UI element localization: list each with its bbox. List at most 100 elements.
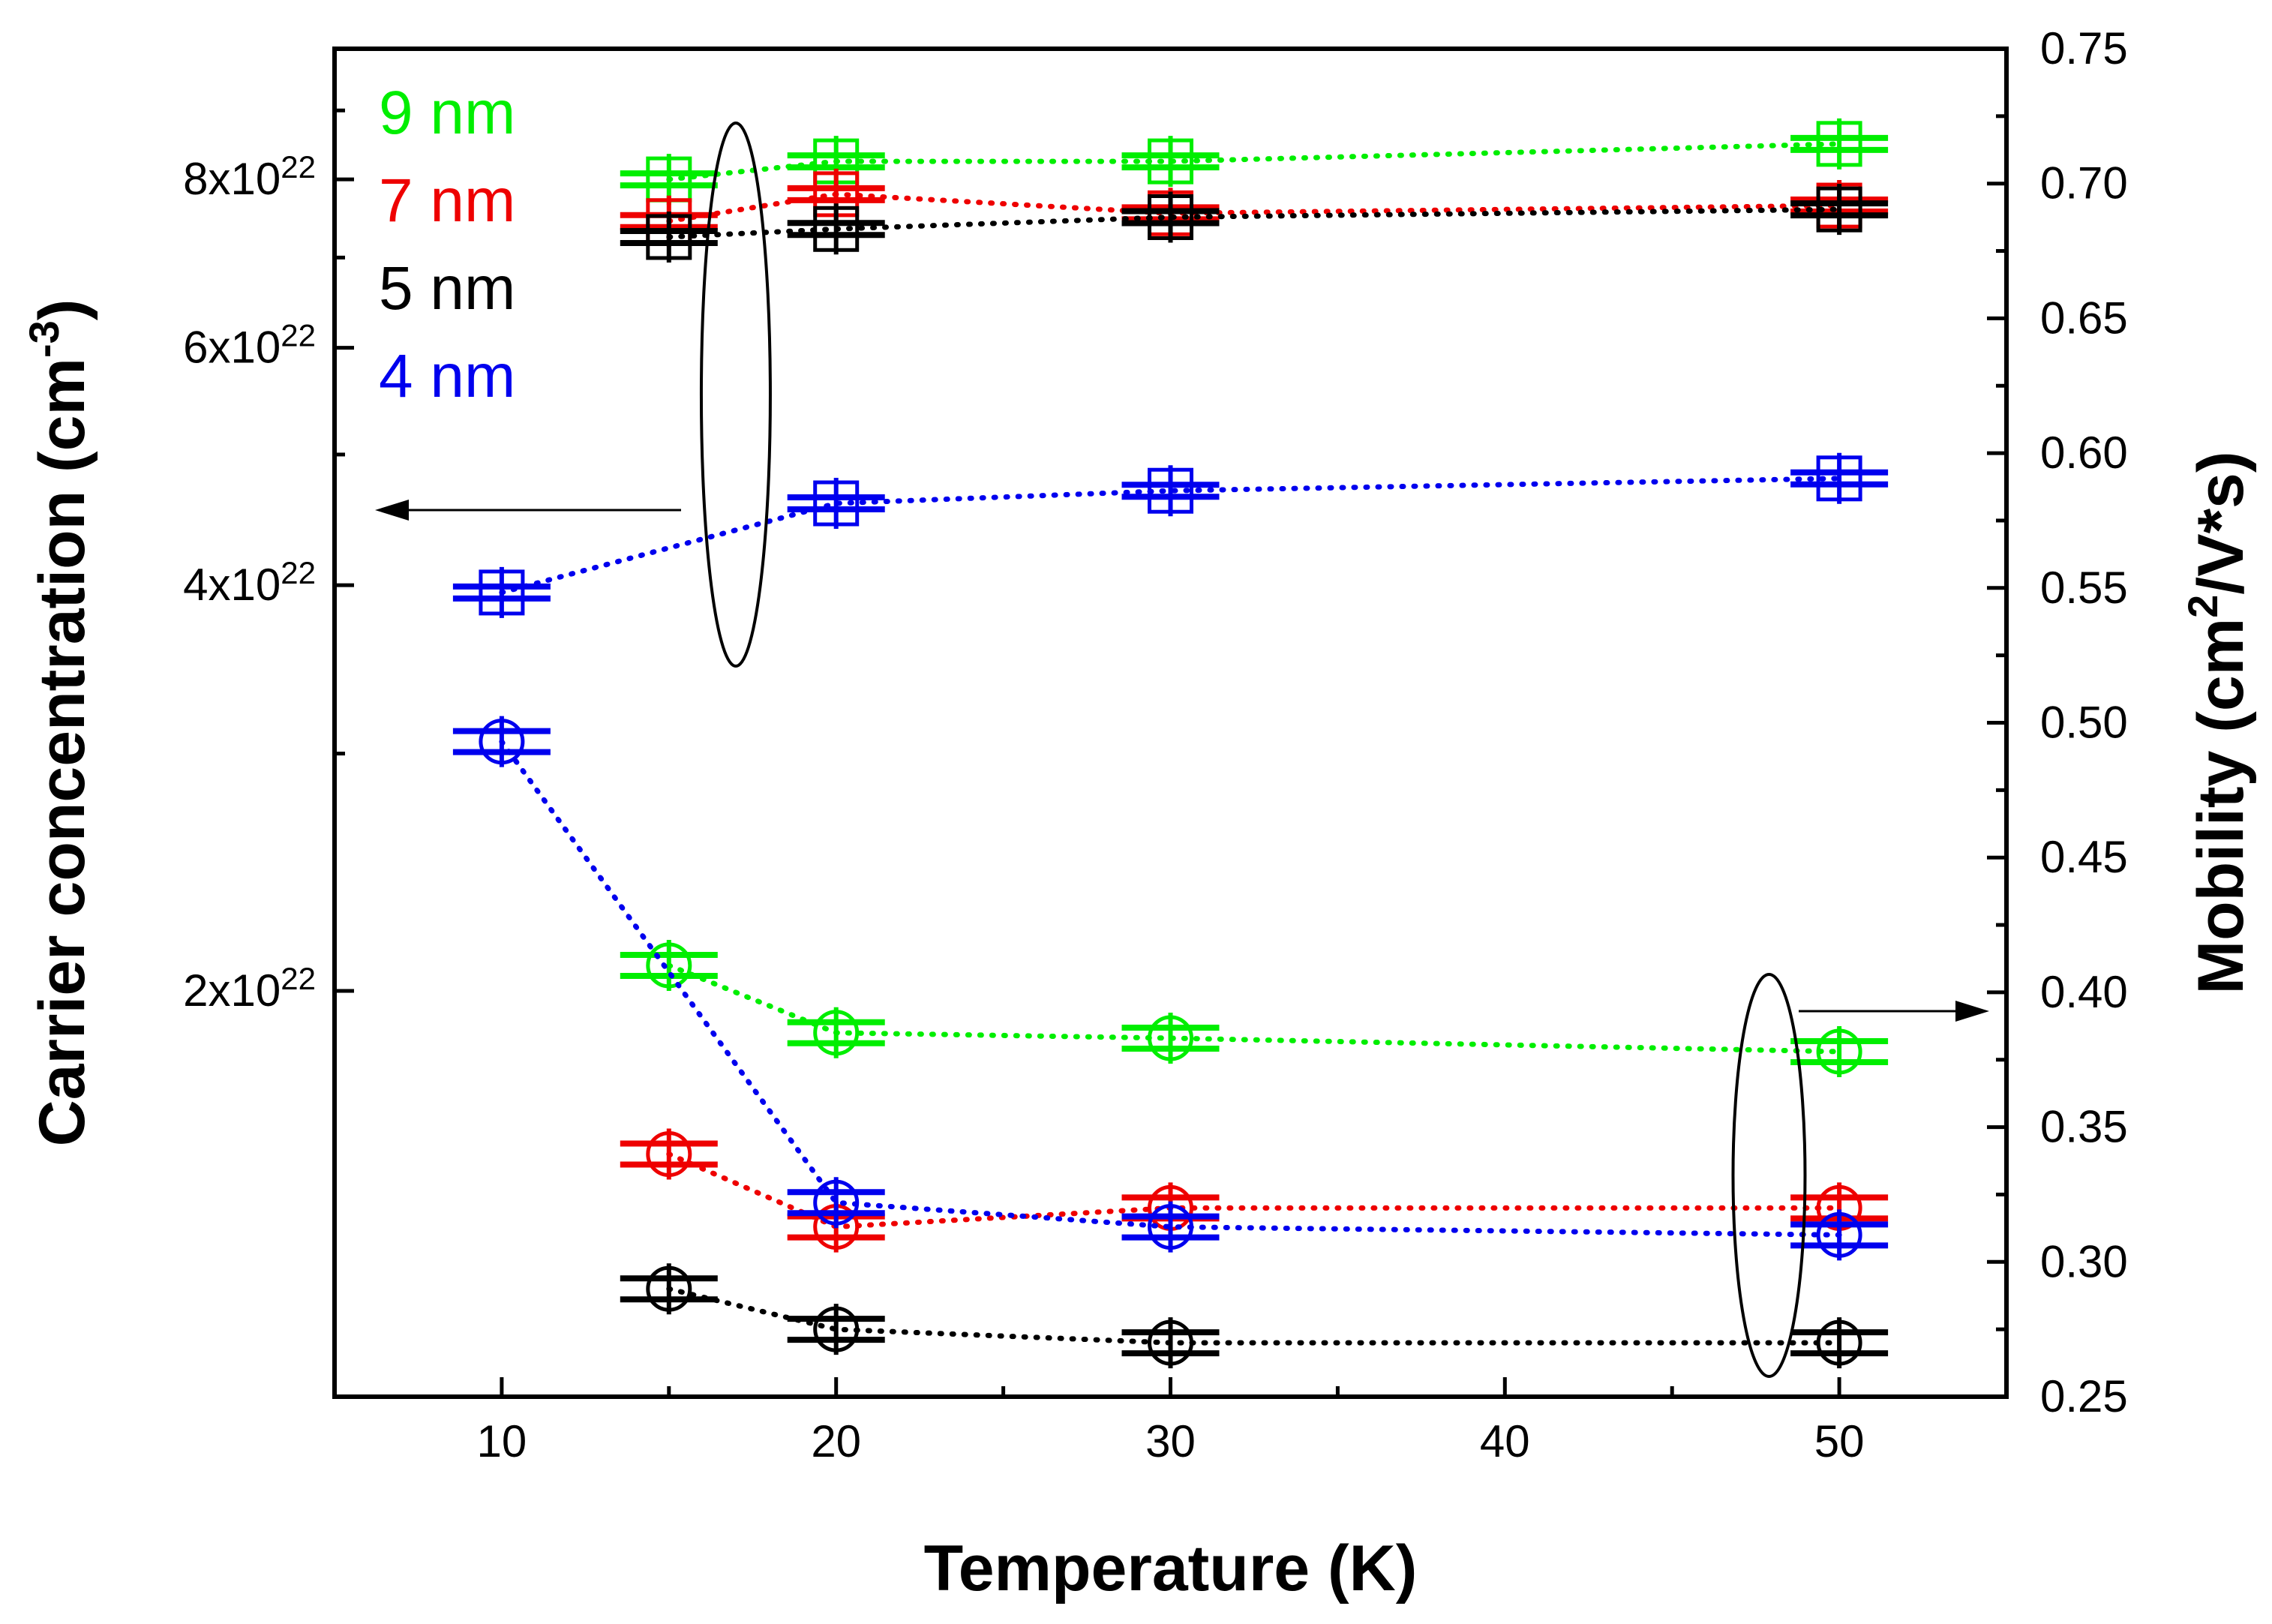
concentration-point xyxy=(787,203,885,255)
concentration-point xyxy=(787,478,885,530)
annotation-arrow-left-head xyxy=(375,500,409,521)
y-right-tick-label: 0.45 xyxy=(2040,832,2128,882)
mobility-point xyxy=(1790,1317,1889,1369)
y-left-title-sup: -3 xyxy=(20,320,68,358)
series-connector-line xyxy=(666,962,1842,1055)
circle-marker xyxy=(813,1010,860,1056)
mobility-point xyxy=(1121,1201,1220,1253)
annotation-ellipse-concentration xyxy=(699,122,772,668)
circle-marker xyxy=(1816,1319,1862,1366)
y-right-tick-label: 0.75 xyxy=(2040,23,2128,74)
concentration-point xyxy=(1121,136,1220,188)
y-left-title-main: Carrier concentration (cm xyxy=(26,358,98,1146)
legend-label: 5 nm xyxy=(379,254,515,323)
y-right-tick-label: 0.65 xyxy=(2040,293,2128,343)
series-mobility-9nm xyxy=(620,939,1889,1077)
mobility-point xyxy=(1121,1012,1220,1064)
concentration-point xyxy=(620,211,718,263)
series-connector-line xyxy=(499,739,1842,1238)
y-right-axis-title: Mobility (cm2/V*s) xyxy=(2179,451,2257,994)
series-connector-line xyxy=(666,141,1842,182)
legend: 9 nm 7 nm 5 nm 4 nm xyxy=(379,79,515,410)
y-left-tick-mantissa: 8x10 xyxy=(183,154,281,204)
y-left-tick-text: 8x1022 xyxy=(183,149,316,204)
mobility-point xyxy=(1790,1209,1889,1261)
y-right-tick-label: 0.25 xyxy=(2040,1371,2128,1421)
x-tick-label: 50 xyxy=(1814,1416,1865,1466)
series-carrier_concentration-5nm xyxy=(620,184,1889,263)
y-right-tick-label: 0.70 xyxy=(2040,158,2128,209)
concentration-point xyxy=(1790,118,1889,170)
annotation-ellipse-mobility xyxy=(1731,973,1807,1378)
y-left-tick-text: 2x1022 xyxy=(183,961,316,1016)
square-marker xyxy=(1816,121,1862,167)
y-left-title-end: ) xyxy=(26,299,98,321)
circle-marker xyxy=(1148,1319,1193,1366)
series-carrier_concentration-4nm xyxy=(452,452,1889,618)
y-left-tick-label: 6x1022 xyxy=(183,318,316,373)
mobility-point xyxy=(787,1177,885,1229)
square-marker xyxy=(479,569,525,616)
circle-marker xyxy=(1816,1211,1862,1258)
series-carrier_concentration-9nm xyxy=(620,118,1889,206)
y-right-title-main: Mobility (cm xyxy=(2185,618,2257,995)
mobility-point xyxy=(1790,1025,1889,1077)
annotation-arrow-right-head xyxy=(1955,1001,1989,1022)
x-axis-title: Temperature (K) xyxy=(924,1532,1418,1604)
y-left-tick-mantissa: 4x10 xyxy=(183,560,281,610)
y-left-tick-mantissa: 6x10 xyxy=(183,323,281,373)
y-right-tick-label: 0.55 xyxy=(2040,563,2128,613)
y-left-tick-label: 2x1022 xyxy=(183,961,316,1016)
concentration-point xyxy=(1790,184,1889,236)
series-connector-line xyxy=(666,206,1842,240)
y-left-tick-label: 8x1022 xyxy=(183,149,316,204)
legend-label: 7 nm xyxy=(379,167,515,235)
legend-label: 9 nm xyxy=(379,79,515,147)
y-right-tick-label: 0.35 xyxy=(2040,1102,2128,1152)
mobility-point xyxy=(620,1128,718,1180)
circle-marker xyxy=(1148,1015,1193,1061)
y-right-tick-label: 0.40 xyxy=(2040,967,2128,1017)
concentration-point xyxy=(1121,191,1220,243)
mobility-point xyxy=(787,1304,885,1355)
square-marker xyxy=(813,480,860,527)
y-left-axis-title: Carrier concentration (cm-3) xyxy=(20,299,98,1147)
series-mobility-5nm xyxy=(620,1263,1889,1369)
square-marker xyxy=(1148,194,1193,241)
y-right-tick-label: 0.60 xyxy=(2040,428,2128,478)
y-left-tick-text: 6x1022 xyxy=(183,318,316,373)
x-tick-label: 20 xyxy=(811,1416,861,1466)
circle-marker xyxy=(1148,1204,1193,1250)
y-right-tick-label: 0.50 xyxy=(2040,698,2128,748)
series-mobility-4nm xyxy=(452,716,1889,1261)
y-left-tick-exponent: 22 xyxy=(281,555,316,590)
axes-layer: 10 20 30 40 502x10224x10226x10228x10220.250.… xyxy=(20,23,2257,1604)
square-marker xyxy=(813,206,860,252)
y-right-title-sup: 2 xyxy=(2179,595,2226,618)
square-marker xyxy=(1148,467,1193,514)
mobility-point xyxy=(620,939,718,991)
circle-marker xyxy=(813,1306,860,1352)
circle-marker xyxy=(1816,1028,1862,1075)
concentration-point xyxy=(1121,465,1220,517)
circle-marker xyxy=(646,942,692,989)
x-tick-label: 30 xyxy=(1145,1416,1196,1466)
concentration-point xyxy=(620,154,718,206)
square-marker xyxy=(1816,186,1862,233)
circle-marker xyxy=(646,1131,692,1178)
concentration-point xyxy=(1790,452,1889,504)
y-right-title-end: /V*s) xyxy=(2185,451,2257,594)
y-left-tick-exponent: 22 xyxy=(281,318,316,353)
mobility-point xyxy=(787,1007,885,1058)
mobility-point xyxy=(452,716,551,767)
mobility-point xyxy=(1121,1317,1220,1369)
x-tick-label: 10 xyxy=(477,1416,527,1466)
legend-label: 4 nm xyxy=(379,342,515,410)
x-tick-label: 40 xyxy=(1480,1416,1530,1466)
series-layer xyxy=(452,118,1889,1369)
y-left-tick-exponent: 22 xyxy=(281,149,316,185)
y-right-tick-label: 0.30 xyxy=(2040,1236,2128,1286)
annotation-layer xyxy=(375,122,1989,1378)
y-left-tick-exponent: 22 xyxy=(281,961,316,996)
square-marker xyxy=(646,214,692,260)
